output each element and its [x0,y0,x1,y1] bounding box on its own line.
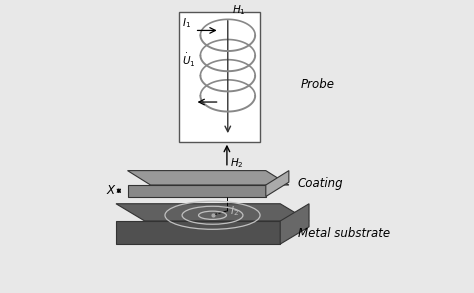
Text: Probe: Probe [301,78,334,91]
Bar [179,12,260,142]
Text: $H_2$: $H_2$ [230,156,244,170]
Text: $\dot{U}_1$: $\dot{U}_1$ [182,52,196,69]
Text: Metal substrate: Metal substrate [298,227,390,241]
Polygon shape [266,171,289,197]
Text: Coating: Coating [298,177,343,190]
Text: $I_1$: $I_1$ [182,16,191,30]
Polygon shape [128,171,289,185]
Polygon shape [116,221,280,244]
Polygon shape [280,204,309,244]
Text: X: X [106,184,114,197]
Polygon shape [116,204,309,221]
Polygon shape [128,185,266,197]
Text: $I_2$: $I_2$ [230,204,239,218]
Text: $H_1$: $H_1$ [232,4,246,17]
